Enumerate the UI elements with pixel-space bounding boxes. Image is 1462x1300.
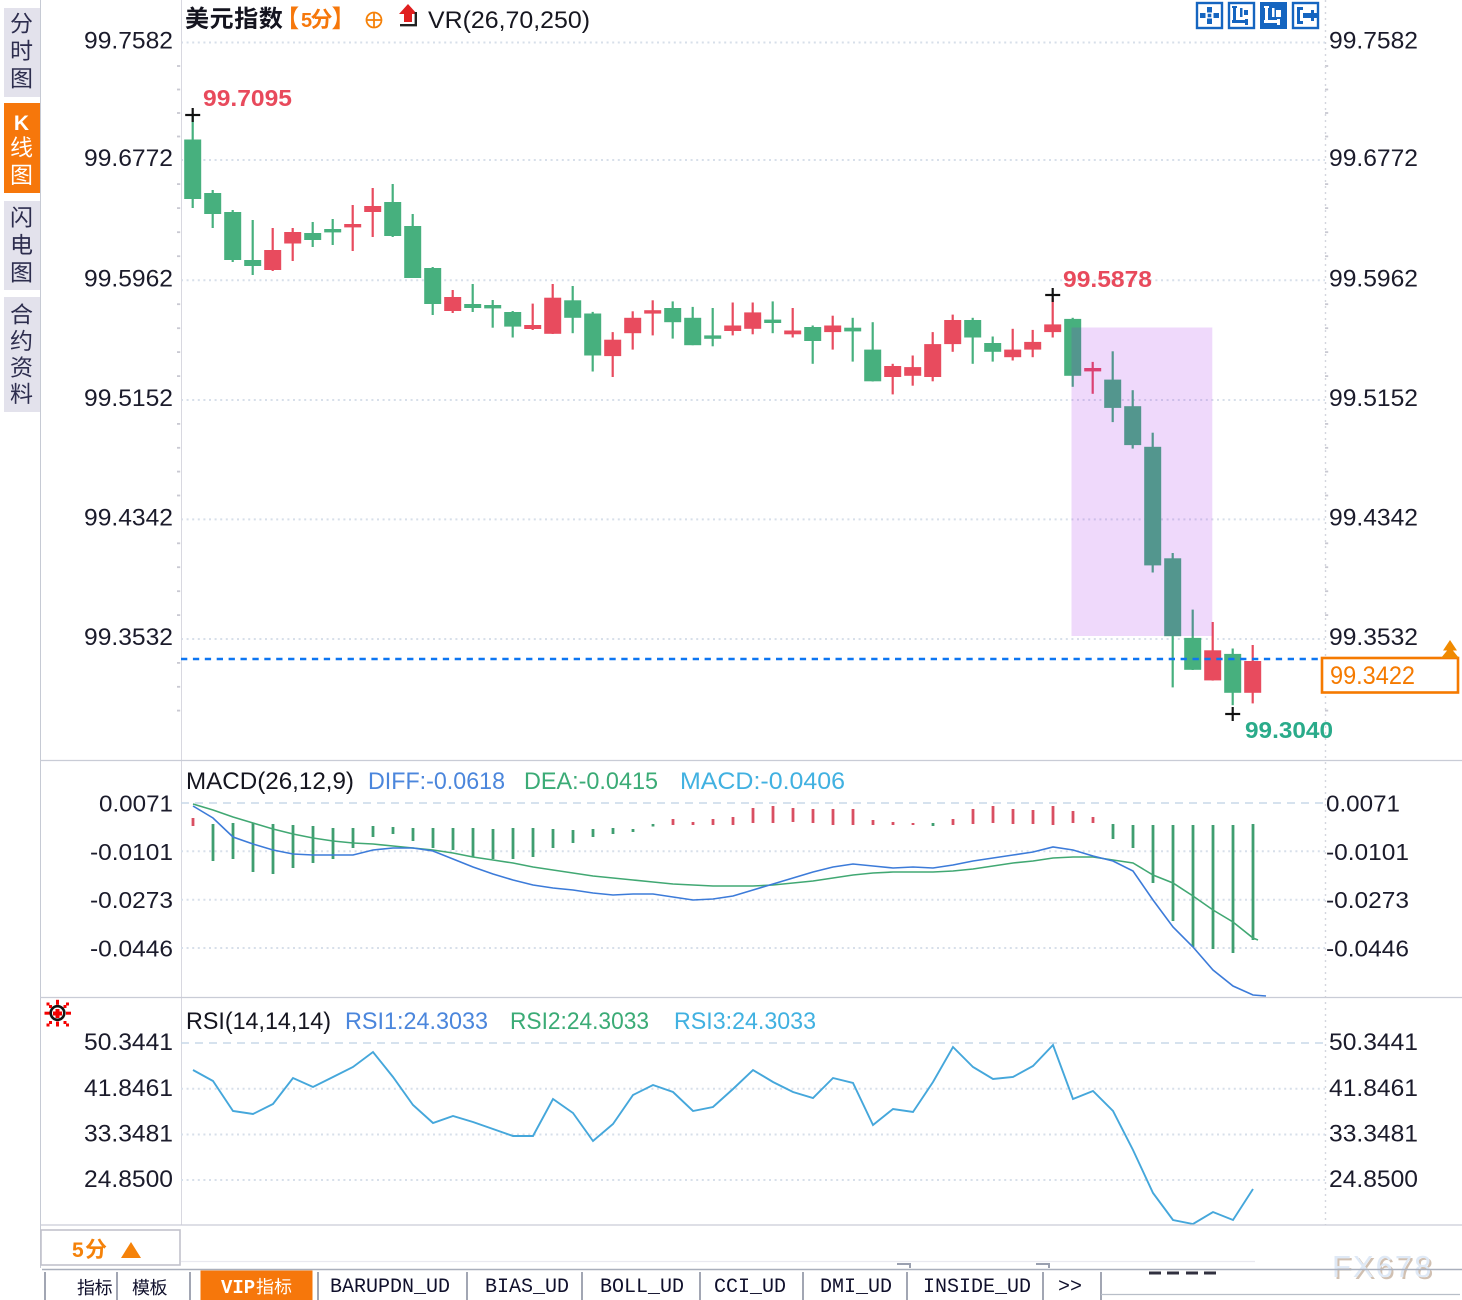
svg-text:99.6772: 99.6772: [1329, 145, 1418, 172]
svg-text:41.8461: 41.8461: [84, 1075, 173, 1102]
svg-text:99.5152: 99.5152: [84, 385, 173, 412]
svg-text:33.3481: 33.3481: [84, 1121, 173, 1148]
svg-text:DEA:-0.0415: DEA:-0.0415: [524, 768, 658, 795]
svg-text:-0.0101: -0.0101: [90, 839, 173, 865]
svg-text:99.7095: 99.7095: [203, 85, 292, 111]
svg-text:BOLL_UD: BOLL_UD: [600, 1276, 684, 1299]
svg-text:99.5878: 99.5878: [1063, 266, 1152, 292]
svg-text:99.3040: 99.3040: [1245, 717, 1333, 743]
svg-text:>>: >>: [1058, 1276, 1082, 1299]
svg-text:50.3441: 50.3441: [84, 1029, 173, 1056]
svg-text:-0.0446: -0.0446: [1326, 936, 1409, 962]
svg-text:99.5962: 99.5962: [84, 265, 173, 292]
svg-text:INSIDE_UD: INSIDE_UD: [923, 1276, 1031, 1299]
svg-text:99.7582: 99.7582: [1329, 28, 1418, 55]
svg-text:-0.0273: -0.0273: [1326, 887, 1409, 913]
svg-text:RSI1:24.3033: RSI1:24.3033: [345, 1008, 488, 1035]
svg-text:99.3532: 99.3532: [84, 624, 173, 651]
svg-text:33.3481: 33.3481: [1329, 1121, 1418, 1148]
svg-text:50.3441: 50.3441: [1329, 1029, 1418, 1056]
svg-text:BIAS_UD: BIAS_UD: [485, 1276, 569, 1299]
svg-text:99.4342: 99.4342: [1329, 504, 1418, 531]
svg-text:0.0071: 0.0071: [1326, 791, 1400, 817]
svg-text:5: 5: [72, 1239, 84, 1262]
svg-text:99.3532: 99.3532: [1329, 624, 1418, 651]
svg-text:FX678: FX678: [1332, 1249, 1433, 1284]
svg-text:FX678: FX678: [1334, 1251, 1435, 1286]
svg-text:RSI3:24.3033: RSI3:24.3033: [674, 1008, 816, 1035]
svg-text:BARUPDN_UD: BARUPDN_UD: [330, 1276, 450, 1299]
svg-text:99.7582: 99.7582: [84, 28, 173, 55]
svg-text:MACD:-0.0406: MACD:-0.0406: [680, 768, 845, 795]
svg-text:99.6772: 99.6772: [84, 145, 173, 172]
svg-text:0.0071: 0.0071: [99, 791, 173, 817]
svg-text:-0.0446: -0.0446: [90, 936, 173, 962]
svg-text:99.3422: 99.3422: [1330, 662, 1415, 690]
svg-text:-0.0273: -0.0273: [90, 887, 173, 913]
svg-text:99.5962: 99.5962: [1329, 265, 1418, 292]
svg-text:99.4342: 99.4342: [84, 504, 173, 531]
svg-text:CCI_UD: CCI_UD: [714, 1276, 786, 1299]
svg-text:41.8461: 41.8461: [1329, 1075, 1418, 1102]
svg-text:VR(26,70,250): VR(26,70,250): [428, 7, 590, 34]
svg-text:99.5152: 99.5152: [1329, 385, 1418, 412]
svg-text:24.8500: 24.8500: [84, 1166, 173, 1193]
svg-text:DIFF:-0.0618: DIFF:-0.0618: [368, 768, 505, 795]
svg-text:-0.0101: -0.0101: [1326, 839, 1409, 865]
svg-text:MACD(26,12,9): MACD(26,12,9): [186, 768, 354, 795]
svg-text:RSI2:24.3033: RSI2:24.3033: [510, 1008, 649, 1035]
svg-text:K: K: [14, 112, 29, 135]
svg-text:RSI(14,14,14): RSI(14,14,14): [186, 1008, 331, 1035]
svg-text:24.8500: 24.8500: [1329, 1166, 1418, 1193]
svg-text:VIP: VIP: [221, 1277, 255, 1299]
svg-text:DMI_UD: DMI_UD: [820, 1276, 892, 1299]
svg-text:5: 5: [301, 10, 312, 32]
